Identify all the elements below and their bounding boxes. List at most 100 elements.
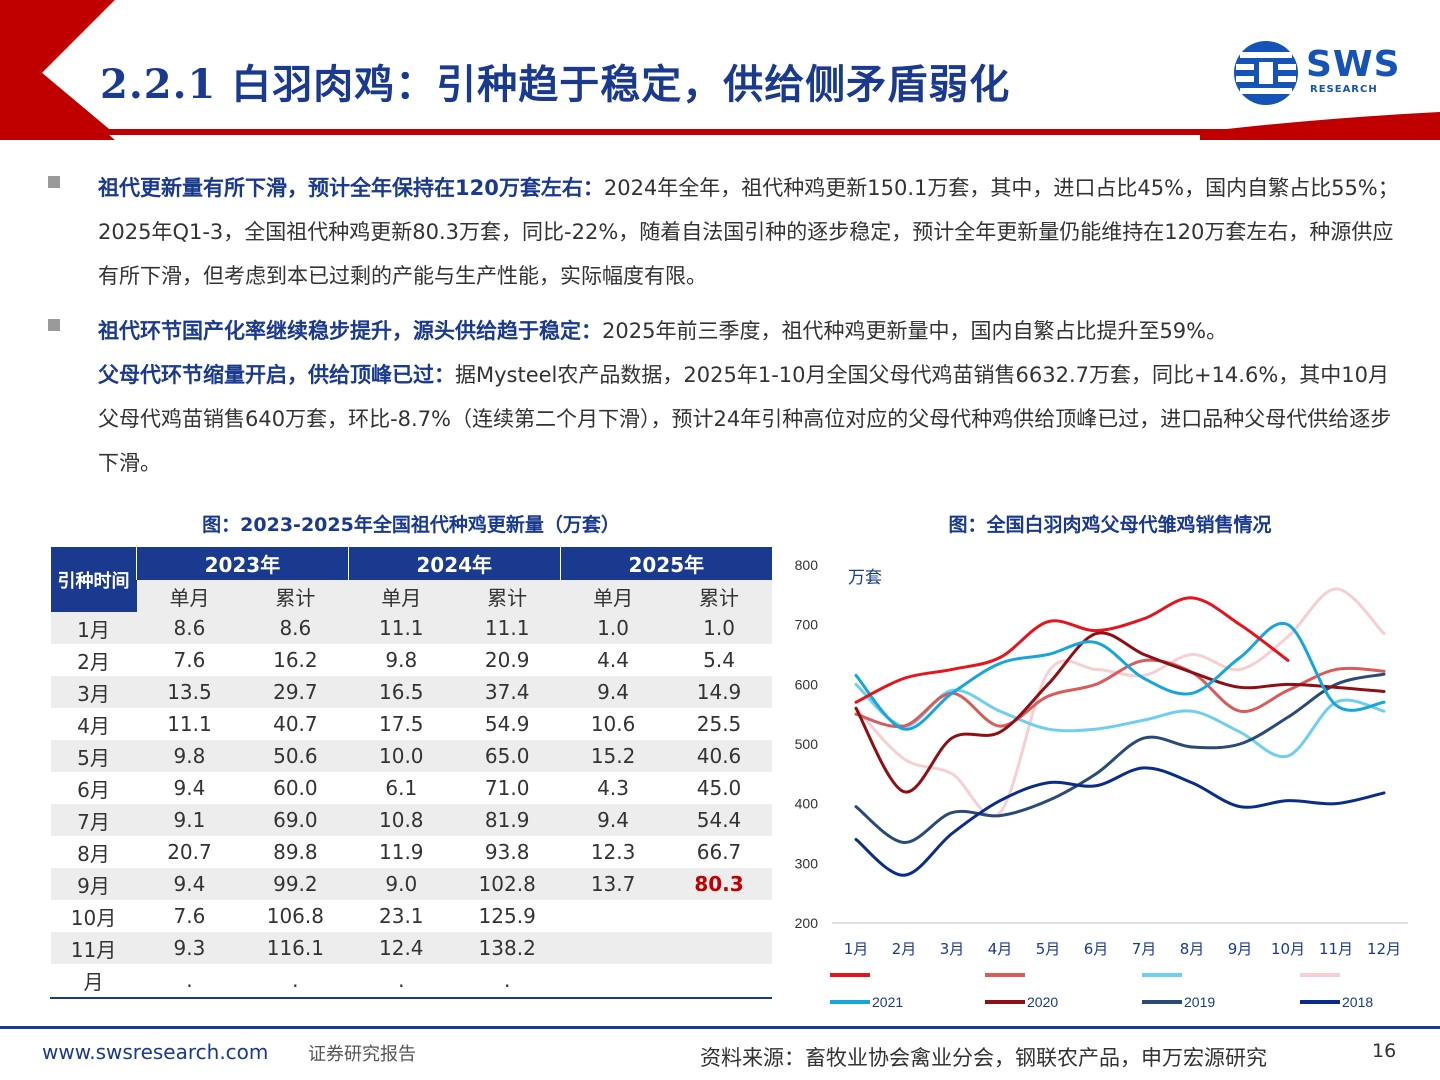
table-cell: 81.9 (454, 804, 561, 836)
sub-header: 累计 (666, 580, 772, 612)
month-cell: 月 (50, 964, 137, 996)
page-title: 2.2.1 白羽肉鸡：引种趋于稳定，供给侧矛盾弱化 (100, 61, 1011, 108)
table-cell (560, 932, 667, 964)
table-row: 4月 11.1 40.7 17.5 54.9 10.6 25.5 (50, 708, 772, 740)
sws-logo: SWS RESEARCH (1232, 38, 1412, 108)
series-line-series-1 (854, 658, 1386, 729)
logo-subtext: RESEARCH (1310, 84, 1378, 95)
table-cell: 40.6 (666, 740, 772, 772)
y-tick-label: 400 (795, 796, 819, 812)
table-row: 9月 9.4 99.2 9.0 102.8 13.7 80.3 (50, 868, 772, 900)
unit-label: 万套 (848, 568, 882, 588)
sub-header: 累计 (242, 580, 349, 612)
renewal-table: 引种时间 2023年 2024年 2025年 单月 累计 单月 累计 单月 累计… (50, 547, 772, 996)
table-cell: 93.8 (454, 836, 561, 868)
table-cell: 4.4 (560, 644, 667, 676)
year-header: 2023年 (136, 547, 349, 580)
table-cell: 11.1 (348, 612, 455, 644)
y-tick-label: 700 (795, 617, 819, 633)
bullet-2-body: 2025年前三季度，祖代种鸡更新量中，国内自繁占比提升至59%。 (602, 319, 1228, 343)
table-cell: 5.4 (666, 644, 772, 676)
month-cell: 10月 (50, 900, 137, 932)
table-cell: 50.6 (242, 740, 349, 772)
table-cell: 116.1 (242, 932, 349, 964)
footer-report-type: 证券研究报告 (308, 1044, 416, 1065)
table-cell: 8.6 (136, 612, 243, 644)
table-cell: 45.0 (666, 772, 772, 804)
table-cell: 4.3 (560, 772, 667, 804)
table-title: 图：2023-2025年全国祖代种鸡更新量（万套） (202, 514, 620, 536)
year-header: 2024年 (347, 547, 561, 580)
x-tick-label: 5月 (1036, 940, 1061, 958)
table-cell: 60.0 (242, 772, 349, 804)
table-cell: 102.8 (454, 868, 561, 900)
x-tick-label: 10月 (1271, 940, 1305, 958)
row-header: 引种时间 (50, 547, 137, 612)
month-cell: 3月 (50, 676, 137, 708)
year-header: 2025年 (559, 547, 772, 580)
bullet-1-text: 祖代更新量有所下滑，预计全年保持在120万套左右：2024年全年，祖代种鸡更新1… (98, 166, 1403, 298)
table-cell: 9.3 (136, 932, 243, 964)
table-row: 5月 9.8 50.6 10.0 65.0 15.2 40.6 (50, 740, 772, 772)
table-cell (666, 932, 772, 964)
table-cell: 20.9 (454, 644, 561, 676)
table-cell: 10.6 (560, 708, 667, 740)
x-tick-label: 7月 (1132, 940, 1157, 958)
table-cell: 65.0 (454, 740, 561, 772)
sub-header: 单月 (560, 580, 667, 612)
table-cell: 9.0 (348, 868, 455, 900)
table-cell: 11.9 (348, 836, 455, 868)
series-line-series-3 (854, 587, 1386, 818)
legend-label: 2021 (872, 994, 903, 1010)
table-cell: 13.5 (136, 676, 243, 708)
table-row: 6月 9.4 60.0 6.1 71.0 4.3 45.0 (50, 772, 772, 804)
month-cell: 5月 (50, 740, 137, 772)
table-row: 7月 9.1 69.0 10.8 81.9 9.4 54.4 (50, 804, 772, 836)
table-cell: . (348, 964, 455, 996)
table-cell: 40.7 (242, 708, 349, 740)
month-cell: 4月 (50, 708, 137, 740)
bullet-1-highlight: 祖代更新量有所下滑，预计全年保持在120万套左右： (98, 176, 604, 200)
legend-label: 2019 (1184, 994, 1215, 1010)
table-cell: 10.0 (348, 740, 455, 772)
table-cell (560, 900, 667, 932)
table-cell: . (454, 964, 561, 996)
table-cell: 12.4 (348, 932, 455, 964)
table-cell: 9.4 (560, 676, 667, 708)
x-tick-label: 12月 (1367, 940, 1401, 958)
table-cell: 37.4 (454, 676, 561, 708)
table-cell: 138.2 (454, 932, 561, 964)
table-cell: 89.8 (242, 836, 349, 868)
table-cell: 9.4 (560, 804, 667, 836)
table-cell: 10.8 (348, 804, 455, 836)
logo-text: SWS (1306, 44, 1401, 85)
x-tick-label: 4月 (988, 940, 1013, 958)
line-chart: 200 300 400 500 600 700 800 万套 1月 2月 3月 4月 5月 6月 7月 8月 9… (795, 557, 1408, 1010)
y-tick-label: 200 (795, 915, 819, 931)
table-cell: 1.0 (560, 612, 667, 644)
table-row: 3月 13.5 29.7 16.5 37.4 9.4 14.9 (50, 676, 772, 708)
table-row: 月.... (50, 964, 772, 996)
table-cell: 1.0 (666, 612, 772, 644)
y-tick-label: 300 (795, 855, 819, 871)
table-cell: 54.4 (666, 804, 772, 836)
month-cell: 8月 (50, 836, 137, 868)
x-tick-label: 8月 (1180, 940, 1205, 958)
table-cell: 7.6 (136, 644, 243, 676)
table-cell: 69.0 (242, 804, 349, 836)
sub-header: 单月 (348, 580, 455, 612)
table-row: 11月 9.3 116.1 12.4 138.2 (50, 932, 772, 964)
bullet-2-highlight: 祖代环节国产化率继续稳步提升，源头供给趋于稳定： (98, 319, 602, 343)
table-cell: 125.9 (454, 900, 561, 932)
table-cell: 12.3 (560, 836, 667, 868)
table-cell: 66.7 (666, 836, 772, 868)
table-cell: 8.6 (242, 612, 349, 644)
page-number: 16 (1372, 1040, 1397, 1062)
y-tick-label: 600 (795, 676, 819, 692)
table-cell: 9.4 (136, 772, 243, 804)
table-cell: 106.8 (242, 900, 349, 932)
table-cell (560, 964, 667, 996)
table-cell (666, 900, 772, 932)
sub-header: 单月 (136, 580, 243, 612)
footer-url[interactable]: www.swsresearch.com (42, 1040, 269, 1064)
